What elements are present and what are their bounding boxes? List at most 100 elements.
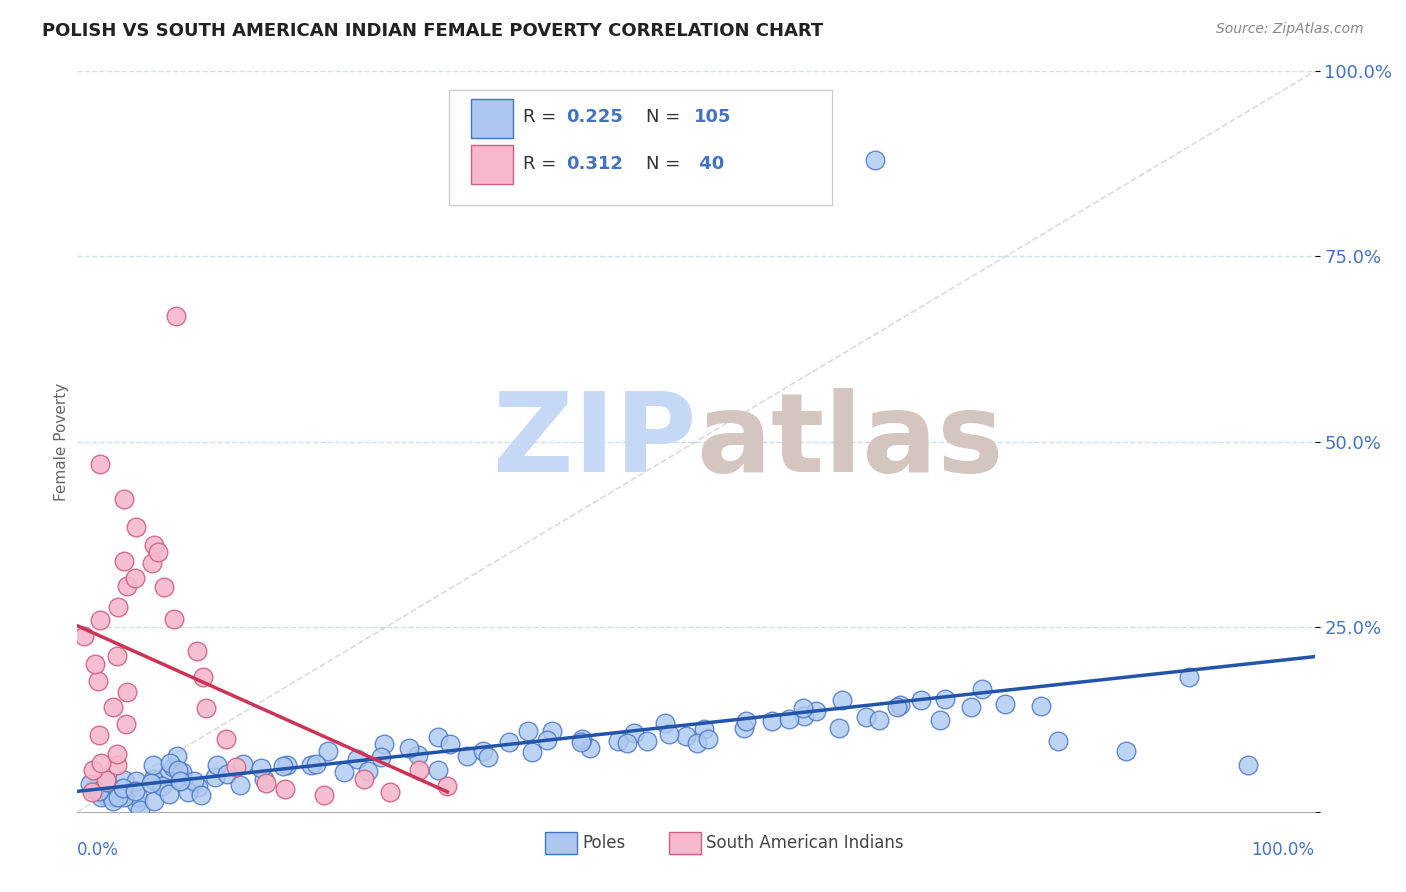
Point: [162, 760, 184, 774]
Point: [733, 721, 755, 735]
Point: [353, 772, 375, 786]
Point: [828, 722, 851, 736]
Point: [636, 734, 658, 748]
Text: POLISH VS SOUTH AMERICAN INDIAN FEMALE POVERTY CORRELATION CHART: POLISH VS SOUTH AMERICAN INDIAN FEMALE P…: [42, 22, 824, 40]
Point: [346, 752, 368, 766]
Point: [994, 697, 1017, 711]
Point: [105, 758, 128, 772]
Point: [225, 760, 247, 774]
Point: [439, 737, 461, 751]
Point: [831, 693, 853, 707]
Text: 0.0%: 0.0%: [77, 841, 120, 859]
Point: [187, 780, 209, 794]
Point: [868, 713, 890, 727]
Point: [89, 457, 111, 471]
FancyBboxPatch shape: [546, 832, 578, 854]
Point: [793, 708, 815, 723]
Point: [536, 732, 558, 747]
Point: [654, 716, 676, 731]
Point: [107, 600, 129, 615]
Point: [96, 775, 118, 789]
Point: [90, 790, 112, 805]
Text: 105: 105: [693, 108, 731, 127]
Point: [1177, 669, 1199, 683]
Point: [125, 797, 148, 811]
Point: [89, 613, 111, 627]
Point: [761, 714, 783, 728]
Point: [675, 730, 697, 744]
Point: [522, 746, 544, 760]
Point: [735, 714, 758, 729]
Point: [101, 700, 124, 714]
Point: [910, 693, 932, 707]
Text: 0.225: 0.225: [567, 108, 623, 127]
Point: [183, 774, 205, 789]
Point: [127, 789, 149, 804]
Point: [889, 698, 911, 712]
Point: [960, 700, 983, 714]
Point: [623, 726, 645, 740]
Point: [249, 761, 271, 775]
Text: ZIP: ZIP: [492, 388, 696, 495]
Point: [541, 724, 564, 739]
Text: R =: R =: [523, 108, 562, 127]
Point: [305, 757, 328, 772]
Point: [146, 545, 169, 559]
Point: [685, 736, 707, 750]
Point: [142, 794, 165, 808]
Point: [150, 779, 173, 793]
Point: [1236, 758, 1258, 772]
Point: [865, 153, 887, 168]
Point: [166, 763, 188, 777]
Point: [778, 712, 800, 726]
Point: [115, 684, 138, 698]
Point: [124, 571, 146, 585]
Point: [172, 764, 194, 779]
Point: [194, 700, 217, 714]
Point: [253, 772, 276, 787]
Point: [806, 704, 828, 718]
Point: [232, 757, 254, 772]
Point: [89, 728, 111, 742]
Point: [112, 780, 135, 795]
Point: [157, 787, 180, 801]
FancyBboxPatch shape: [669, 832, 702, 854]
Point: [229, 778, 252, 792]
Point: [498, 735, 520, 749]
Point: [153, 580, 176, 594]
Point: [1115, 743, 1137, 757]
Point: [112, 554, 135, 568]
Point: [378, 785, 401, 799]
Point: [103, 790, 125, 805]
Point: [886, 699, 908, 714]
Point: [477, 749, 499, 764]
Point: [406, 747, 429, 762]
Point: [80, 785, 103, 799]
Point: [204, 770, 226, 784]
Point: [115, 717, 138, 731]
Point: [87, 784, 110, 798]
Y-axis label: Female Poverty: Female Poverty: [53, 383, 69, 500]
Text: N =: N =: [647, 155, 686, 173]
Point: [276, 757, 298, 772]
Point: [571, 731, 593, 746]
Point: [254, 776, 277, 790]
Point: [616, 736, 638, 750]
Point: [398, 741, 420, 756]
Point: [215, 766, 238, 780]
Point: [100, 789, 122, 804]
Point: [166, 748, 188, 763]
Point: [427, 730, 450, 744]
Point: [73, 629, 96, 643]
Point: [94, 789, 117, 803]
Point: [471, 744, 494, 758]
Point: [84, 657, 107, 671]
Point: [299, 758, 322, 772]
Text: Source: ZipAtlas.com: Source: ZipAtlas.com: [1216, 22, 1364, 37]
Point: [273, 758, 295, 772]
Point: [792, 700, 814, 714]
Point: [87, 673, 110, 688]
Point: [517, 723, 540, 738]
Point: [165, 309, 187, 323]
Point: [107, 789, 129, 804]
